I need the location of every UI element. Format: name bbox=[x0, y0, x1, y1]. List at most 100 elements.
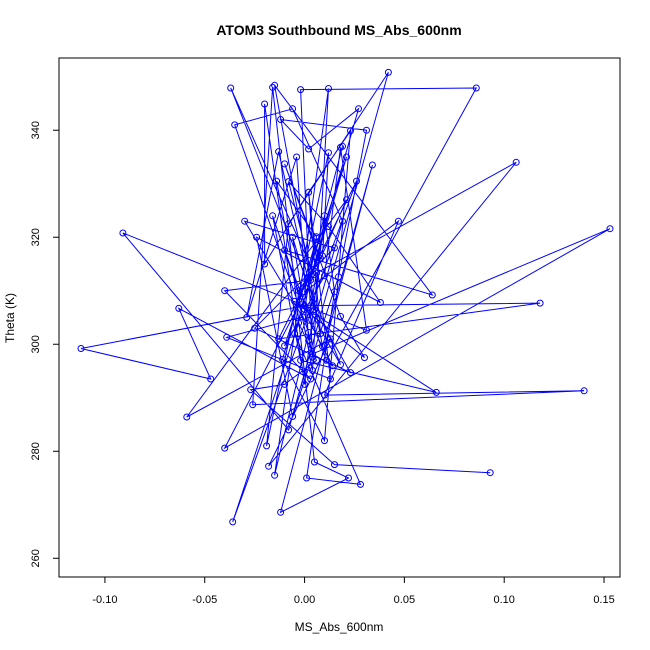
chart-title: ATOM3 Southbound MS_Abs_600nm bbox=[216, 22, 461, 38]
data-point bbox=[277, 116, 285, 123]
data-point bbox=[309, 353, 316, 361]
data-point bbox=[285, 220, 293, 228]
data-point bbox=[311, 458, 318, 466]
data-point bbox=[335, 273, 342, 281]
data-point bbox=[363, 326, 370, 334]
data-point bbox=[183, 413, 191, 421]
data-point bbox=[281, 380, 289, 388]
data-point bbox=[303, 474, 311, 482]
data-point bbox=[243, 314, 251, 321]
data-point bbox=[311, 306, 318, 313]
data-point bbox=[175, 304, 183, 312]
data-point bbox=[317, 255, 324, 263]
y-axis: 260 280 300 320 340 bbox=[30, 121, 60, 567]
data-point bbox=[307, 375, 315, 383]
x-axis: -0.10 -0.05 0.00 0.05 0.10 0.15 bbox=[92, 576, 615, 606]
data-point bbox=[263, 442, 271, 450]
data-point bbox=[355, 105, 362, 113]
data-point bbox=[241, 217, 249, 225]
data-point bbox=[311, 271, 318, 279]
data-point bbox=[512, 158, 520, 166]
data-point bbox=[376, 299, 384, 306]
data-point bbox=[327, 375, 334, 383]
data-point bbox=[269, 83, 277, 91]
data-point bbox=[321, 212, 328, 220]
data-point bbox=[361, 354, 368, 362]
data-point bbox=[279, 355, 287, 363]
data-point bbox=[317, 330, 324, 338]
data-point bbox=[331, 288, 338, 296]
data-point bbox=[321, 272, 328, 280]
x-tick-label: -0.05 bbox=[192, 594, 217, 606]
data-point bbox=[271, 81, 279, 89]
data-point bbox=[343, 196, 350, 204]
data-point bbox=[321, 391, 328, 399]
data-point bbox=[347, 127, 354, 135]
data-point bbox=[325, 85, 332, 92]
x-axis-label: MS_Abs_600nm bbox=[295, 620, 384, 634]
data-point bbox=[273, 177, 281, 185]
data-point bbox=[271, 471, 279, 479]
data-point bbox=[77, 345, 85, 352]
data-point bbox=[261, 260, 269, 268]
data-point bbox=[221, 444, 229, 452]
data-point bbox=[384, 68, 392, 76]
data-point bbox=[305, 329, 313, 336]
data-point bbox=[363, 126, 370, 134]
data-point bbox=[277, 508, 285, 516]
data-point bbox=[331, 244, 338, 252]
data-point bbox=[301, 306, 309, 313]
data-point bbox=[281, 160, 289, 168]
data-point bbox=[345, 474, 352, 482]
y-tick-label: 320 bbox=[30, 228, 42, 246]
data-point bbox=[249, 401, 257, 409]
data-point bbox=[265, 462, 273, 470]
data-point bbox=[323, 356, 330, 364]
data-point bbox=[394, 217, 402, 225]
data-point bbox=[309, 350, 316, 358]
data-point bbox=[231, 121, 239, 129]
data-point bbox=[606, 225, 614, 233]
data-point bbox=[339, 142, 346, 150]
data-point bbox=[299, 313, 307, 321]
data-point bbox=[221, 287, 229, 295]
data-point bbox=[325, 149, 332, 157]
data-point bbox=[229, 518, 237, 526]
data-point bbox=[313, 269, 320, 277]
x-tick-label: 0.00 bbox=[294, 594, 315, 606]
data-point bbox=[275, 148, 283, 156]
data-point bbox=[428, 291, 436, 299]
data-point bbox=[285, 426, 293, 434]
data-point bbox=[472, 84, 480, 92]
data-point bbox=[536, 299, 544, 307]
data-point bbox=[305, 337, 313, 344]
data-point bbox=[580, 387, 588, 395]
data-point bbox=[337, 312, 344, 320]
data-point bbox=[305, 316, 313, 324]
data-point bbox=[321, 437, 328, 445]
data-point bbox=[295, 319, 303, 327]
data-point bbox=[432, 388, 440, 396]
data-point bbox=[319, 342, 326, 350]
data-point bbox=[305, 188, 313, 196]
data-point bbox=[339, 217, 346, 225]
data-point bbox=[261, 100, 269, 108]
series-line bbox=[80, 72, 611, 523]
x-tick-label: -0.10 bbox=[92, 594, 117, 606]
data-point bbox=[301, 288, 309, 296]
data-point bbox=[325, 223, 332, 230]
data-point bbox=[289, 105, 297, 113]
data-point bbox=[305, 145, 313, 153]
data-point bbox=[486, 469, 494, 477]
data-point bbox=[301, 380, 309, 388]
data-point bbox=[207, 375, 215, 383]
data-point bbox=[313, 234, 320, 242]
data-point bbox=[337, 361, 344, 369]
data-point bbox=[275, 335, 283, 343]
data-point bbox=[247, 386, 255, 394]
data-point bbox=[307, 265, 315, 273]
data-point bbox=[309, 367, 316, 374]
data-point bbox=[329, 362, 336, 370]
y-tick-label: 260 bbox=[30, 549, 42, 567]
data-point bbox=[281, 246, 289, 254]
